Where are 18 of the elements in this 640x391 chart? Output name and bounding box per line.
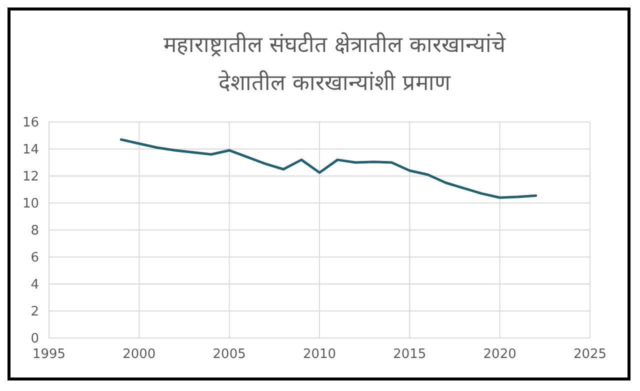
y-tick-label: 6	[30, 250, 39, 266]
y-tick-label: 2	[30, 304, 39, 320]
y-tick-label: 4	[30, 278, 39, 293]
x-tick-label: 1995	[32, 347, 66, 362]
y-tick-label: 12	[22, 170, 39, 185]
y-tick-label: 14	[22, 142, 39, 158]
y-tick-label: 16	[22, 116, 39, 131]
line-series	[120, 138, 538, 199]
x-tick-label: 2005	[212, 347, 246, 362]
x-tick-label: 2025	[573, 347, 607, 362]
y-tick-label: 10	[22, 196, 39, 212]
y-tick-label: 0	[30, 332, 39, 347]
y-tick-label: 8	[30, 224, 39, 239]
chart-title: महाराष्ट्रातील संघटीत क्षेत्रातील कारखान्यांचे देशातील कारखान्यांशी प्रमाण	[164, 32, 506, 96]
x-tick-label: 2015	[393, 347, 426, 362]
x-tick-label: 2000	[122, 347, 156, 362]
x-tick-label: 2010	[302, 347, 336, 362]
x-tick-label: 2020	[483, 347, 516, 362]
